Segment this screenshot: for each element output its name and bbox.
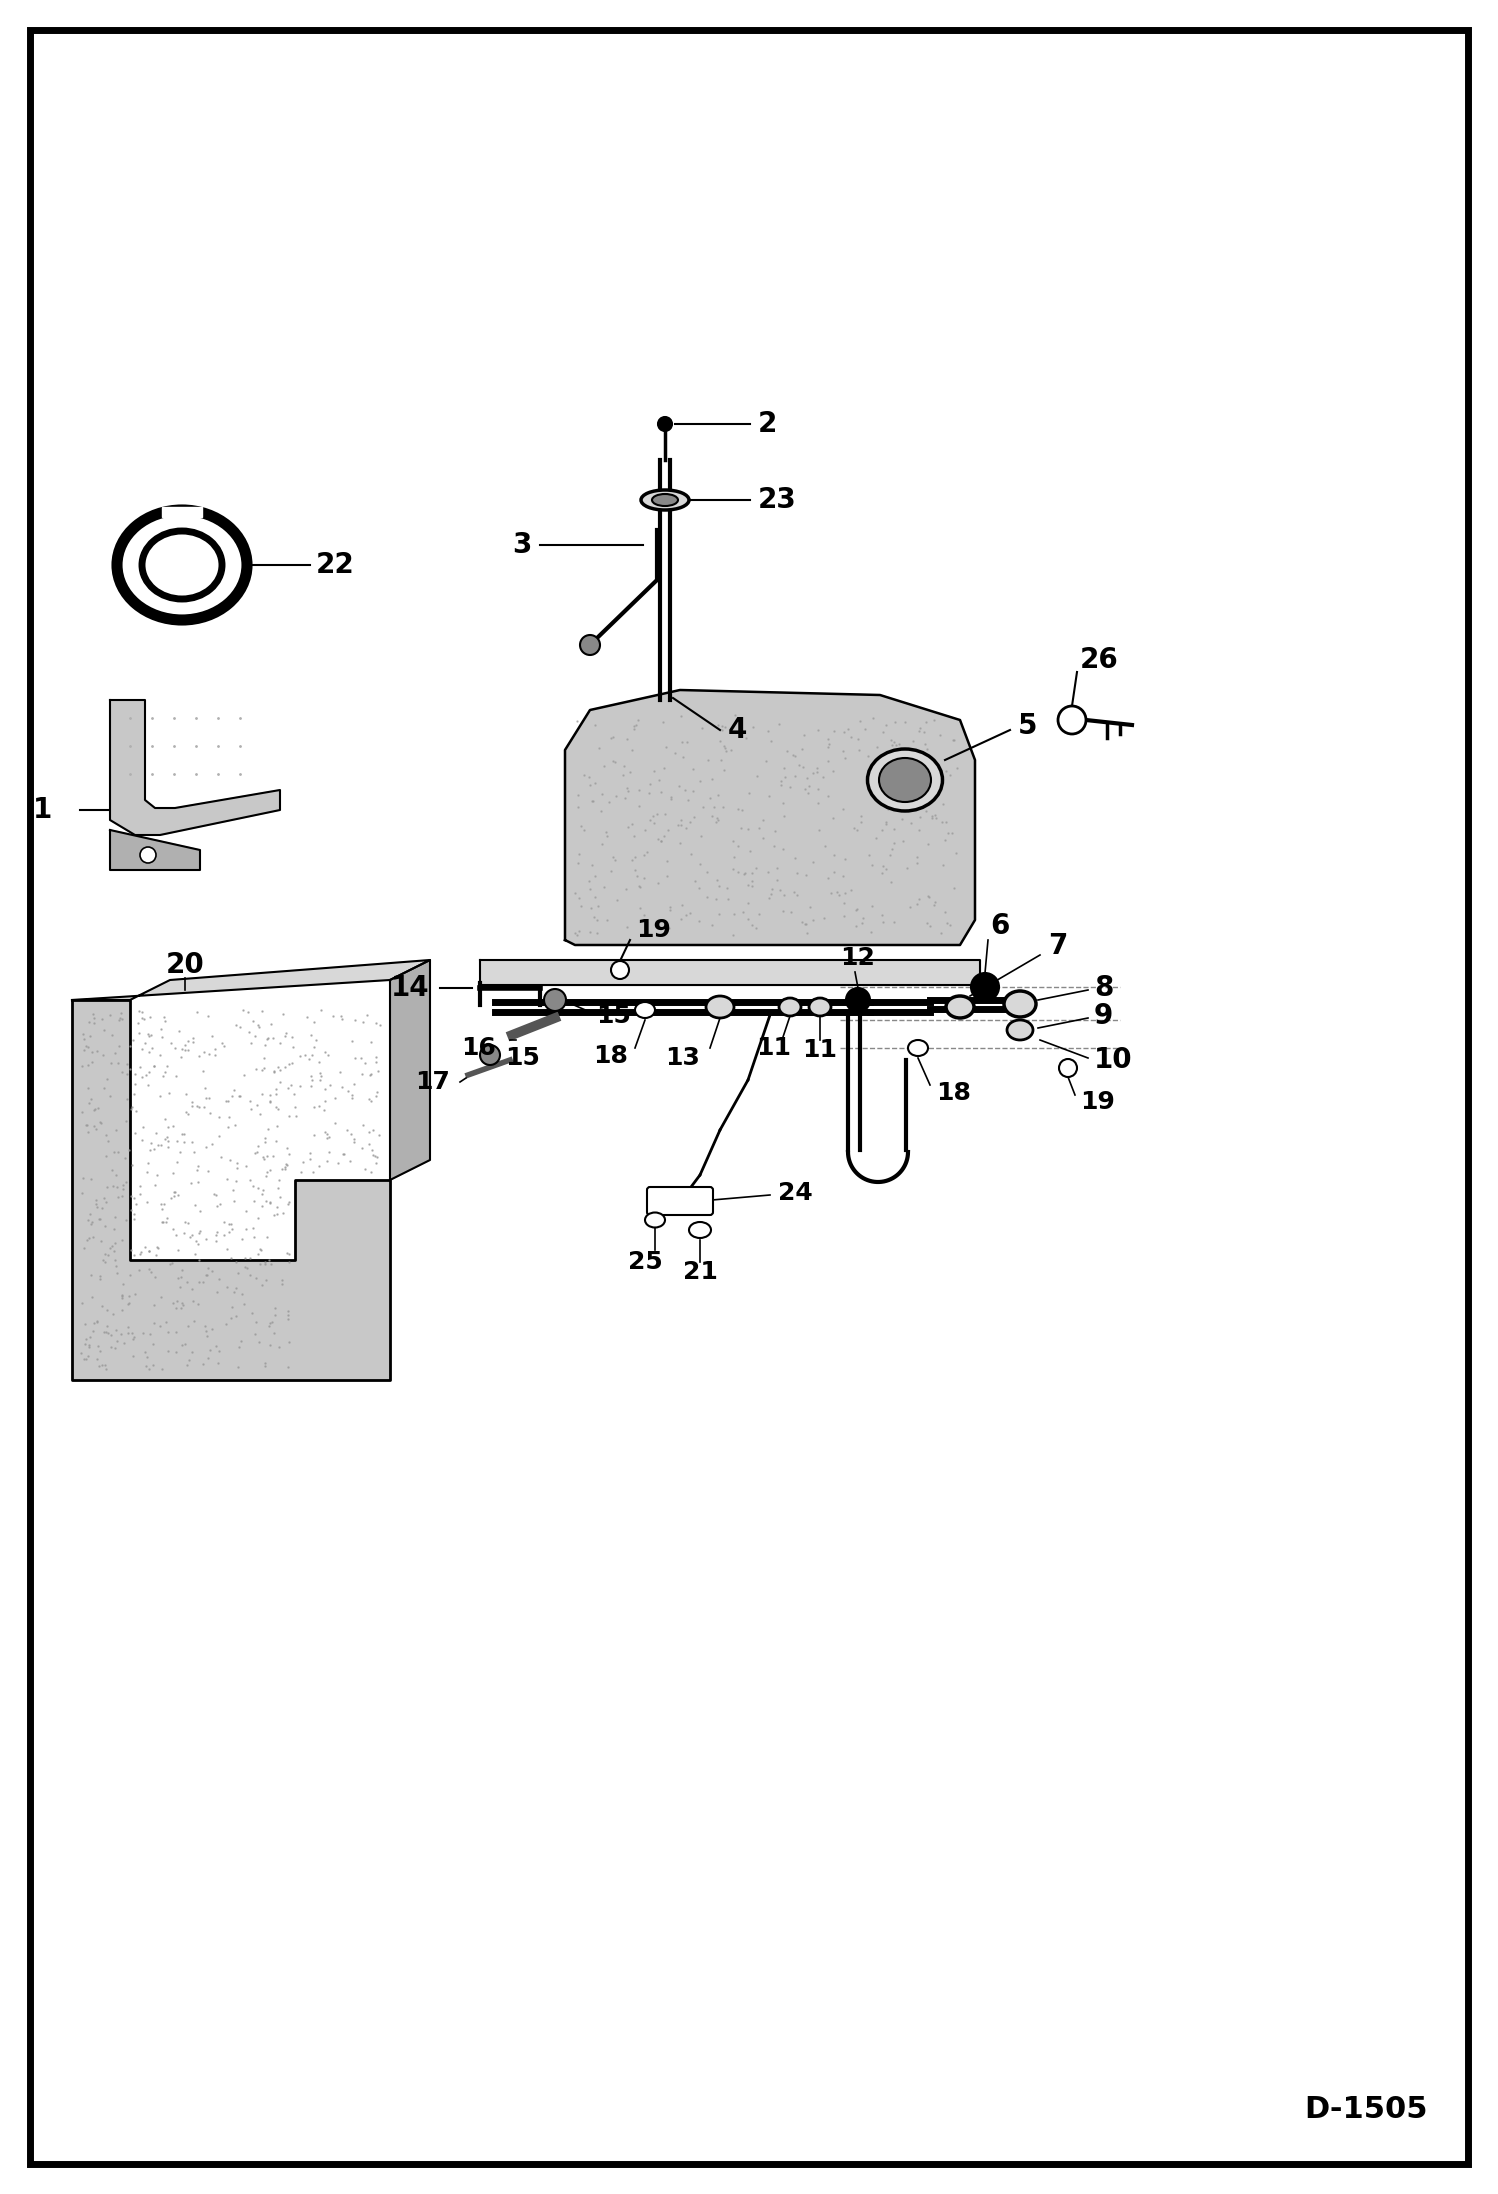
Text: 20: 20 [166,950,204,979]
Circle shape [846,987,870,1011]
Ellipse shape [809,998,831,1016]
Circle shape [544,989,566,1011]
Ellipse shape [947,996,974,1018]
Text: 14: 14 [391,974,430,1003]
Polygon shape [479,961,980,985]
Polygon shape [389,961,430,1180]
Text: 10: 10 [1094,1047,1132,1075]
Polygon shape [565,689,975,946]
Text: 16: 16 [461,1036,496,1060]
Text: 19: 19 [637,917,671,941]
Text: 11: 11 [756,1036,791,1060]
Text: 25: 25 [628,1251,662,1275]
Circle shape [611,961,629,979]
Text: 24: 24 [777,1180,813,1205]
Text: 15: 15 [505,1047,539,1071]
Text: 26: 26 [1080,645,1119,674]
FancyBboxPatch shape [647,1187,713,1215]
Ellipse shape [142,531,222,599]
Text: 18: 18 [936,1082,971,1106]
Polygon shape [72,1000,389,1380]
Ellipse shape [635,1003,655,1018]
Circle shape [580,634,601,656]
Polygon shape [162,507,202,518]
Polygon shape [72,961,430,1000]
Text: 18: 18 [593,1044,628,1068]
Ellipse shape [908,1040,927,1055]
Ellipse shape [867,748,942,812]
Ellipse shape [117,509,247,621]
Circle shape [971,972,999,1000]
Circle shape [658,417,673,430]
Ellipse shape [641,489,689,509]
Text: 8: 8 [1094,974,1113,1003]
Text: 19: 19 [1080,1090,1115,1115]
Circle shape [1058,706,1086,735]
Circle shape [139,847,156,862]
Ellipse shape [646,1213,665,1226]
Text: 11: 11 [803,1038,837,1062]
Polygon shape [109,700,280,836]
Text: D-1505: D-1505 [1305,2095,1428,2124]
Text: 4: 4 [728,715,748,744]
Ellipse shape [879,757,930,803]
Polygon shape [109,829,201,871]
Text: 22: 22 [316,551,355,579]
Ellipse shape [706,996,734,1018]
Text: 7: 7 [1049,932,1068,961]
Text: 5: 5 [1019,713,1038,739]
Text: 23: 23 [758,487,797,513]
Text: 21: 21 [683,1259,718,1283]
Text: 9: 9 [1094,1003,1113,1029]
Text: 12: 12 [840,946,875,970]
Text: 6: 6 [990,913,1010,939]
Ellipse shape [1007,1020,1034,1040]
Ellipse shape [779,998,801,1016]
Text: 13: 13 [665,1047,700,1071]
Ellipse shape [1004,992,1037,1018]
Circle shape [1059,1060,1077,1077]
Text: 1: 1 [33,796,52,825]
Circle shape [479,1044,500,1064]
Text: 3: 3 [512,531,532,559]
Text: 17: 17 [415,1071,449,1095]
Ellipse shape [689,1222,712,1237]
Text: 2: 2 [758,410,777,439]
Ellipse shape [652,494,679,507]
Text: 15: 15 [596,1005,631,1029]
